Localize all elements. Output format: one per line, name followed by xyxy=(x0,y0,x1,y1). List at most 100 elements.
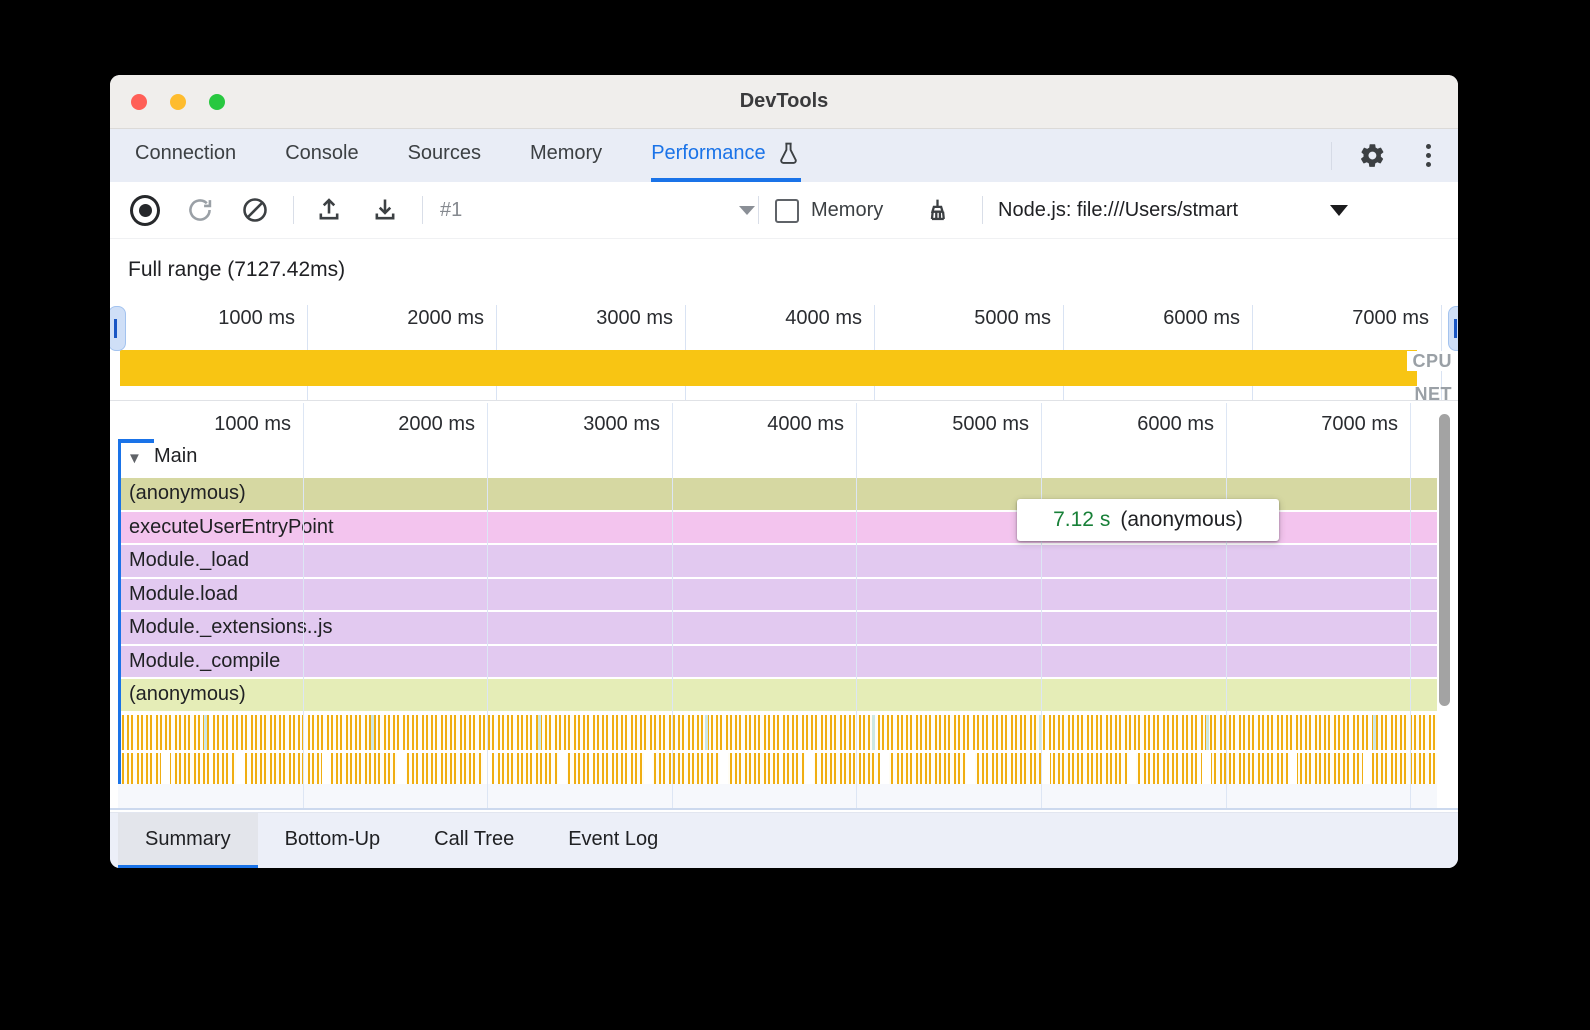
toolbar-divider xyxy=(293,196,294,224)
tab-label: Sources xyxy=(407,142,481,164)
history-dropdown[interactable]: #1 xyxy=(440,195,755,225)
main-track-header[interactable]: ▼ Main xyxy=(118,439,418,478)
tab-connection[interactable]: Connection xyxy=(135,129,236,182)
track-selected-border xyxy=(118,439,121,784)
reload-icon xyxy=(189,199,212,221)
flame-row-label: Module._load xyxy=(129,549,250,571)
tab-console[interactable]: Console xyxy=(285,129,358,182)
tab-sources[interactable]: Sources xyxy=(408,129,481,182)
ruler-tick-label: 5000 ms xyxy=(974,307,1051,329)
flame-row-module-load[interactable]: Module.load xyxy=(118,578,1437,612)
memory-checkbox[interactable] xyxy=(775,199,799,223)
window-titlebar: DevTools xyxy=(110,75,1458,129)
zoom-window-button[interactable] xyxy=(209,94,225,110)
settings-button[interactable] xyxy=(1356,140,1388,172)
flame-chart-bottom-border xyxy=(110,808,1458,810)
load-profile-button[interactable] xyxy=(314,195,344,225)
ruler-tick-label: 5000 ms xyxy=(952,413,1029,435)
ruler-gridline xyxy=(1410,403,1411,808)
target-selected-value: Node.js: file:///Users/stmart xyxy=(998,198,1239,221)
flask-icon xyxy=(779,142,797,164)
ruler-gridline xyxy=(672,403,673,808)
vertical-scrollbar[interactable] xyxy=(1439,414,1450,706)
ruler-gridline xyxy=(487,403,488,808)
flame-row-label: (anonymous) xyxy=(129,482,246,504)
ruler-gridline xyxy=(303,403,304,808)
collect-garbage-button[interactable] xyxy=(922,195,952,225)
event-tooltip: 7.12 s (anonymous) xyxy=(1017,499,1279,541)
flame-row--anonymous-[interactable]: (anonymous) xyxy=(118,679,1437,713)
bottom-tab-label: Event Log xyxy=(568,827,659,850)
bottom-tab-bottom-up[interactable]: Bottom-Up xyxy=(258,813,408,868)
overview-bottom-border xyxy=(110,400,1458,401)
cpu-lane-label: CPU xyxy=(1407,351,1452,371)
bottom-tab-label: Summary xyxy=(145,827,231,850)
target-selector-dropdown[interactable]: Node.js: file:///Users/stmart xyxy=(998,195,1348,225)
ruler-gridline xyxy=(856,403,857,808)
record-button[interactable] xyxy=(130,194,160,226)
close-window-button[interactable] xyxy=(131,94,147,110)
bottom-tab-label: Bottom-Up xyxy=(284,827,381,850)
chevron-down-icon xyxy=(739,205,755,215)
range-handle-left[interactable] xyxy=(110,306,126,351)
net-lane-label: NET xyxy=(1414,384,1452,404)
ruler-tick-label: 4000 ms xyxy=(767,413,844,435)
flame-row-label: (anonymous) xyxy=(129,683,246,705)
record-icon xyxy=(130,194,160,226)
ruler-tick-label: 2000 ms xyxy=(398,413,475,435)
ruler-tick-label: 2000 ms xyxy=(407,307,484,329)
tab-memory[interactable]: Memory xyxy=(530,129,602,182)
ruler-gridline xyxy=(1041,403,1042,808)
ruler-tick-label: 6000 ms xyxy=(1163,307,1240,329)
minimize-window-button[interactable] xyxy=(170,94,186,110)
flame-row-module-load[interactable]: Module._load xyxy=(118,545,1437,579)
block-icon xyxy=(243,198,267,222)
range-handle-right[interactable] xyxy=(1448,306,1458,351)
ruler-tick-label: 3000 ms xyxy=(596,307,673,329)
full-range-label: Full range (7127.42ms) xyxy=(128,258,346,281)
gear-icon xyxy=(1360,144,1383,167)
toolbar-divider xyxy=(422,196,423,224)
more-options-button[interactable] xyxy=(1412,140,1444,172)
collapse-triangle-icon[interactable]: ▼ xyxy=(127,450,142,467)
bottom-tab-summary[interactable]: Summary xyxy=(118,813,258,868)
save-profile-button[interactable] xyxy=(370,195,400,225)
ruler-tick-label: 7000 ms xyxy=(1352,307,1429,329)
bottom-tab-call-tree[interactable]: Call Tree xyxy=(407,813,541,868)
ruler-tick-label: 4000 ms xyxy=(785,307,862,329)
flame-row-label: Module.load xyxy=(129,582,238,605)
tab-label: Performance xyxy=(651,142,766,164)
main-track-label: Main xyxy=(154,445,198,467)
ruler-tick-label: 3000 ms xyxy=(583,413,660,435)
flame-row-module-extensions-js[interactable]: Module._extensions..js xyxy=(118,612,1437,646)
reload-and-record-button[interactable] xyxy=(185,195,215,225)
tab-label: Memory xyxy=(529,142,603,164)
tab-label: Connection xyxy=(135,142,237,164)
traffic-lights xyxy=(131,94,225,110)
toolbar-divider xyxy=(758,196,759,224)
details-tab-bar: Summary Bottom-Up Call Tree Event Log xyxy=(110,812,1458,868)
flame-activity-band[interactable] xyxy=(118,753,1437,784)
three-dot-menu-icon xyxy=(1425,144,1431,167)
cpu-activity-bar xyxy=(120,350,1417,386)
ruler-tick-label: 1000 ms xyxy=(218,307,295,329)
flame-activity-band[interactable] xyxy=(118,715,1437,750)
ruler-tick-label: 6000 ms xyxy=(1137,413,1214,435)
tooltip-duration: 7.12 s xyxy=(1053,508,1111,531)
tabbar-divider xyxy=(1331,141,1332,170)
download-icon xyxy=(375,199,395,220)
broom-icon xyxy=(930,199,945,220)
flame-empty-area xyxy=(118,784,1437,808)
performance-toolbar: #1 Memory Node.js: file:///Users/stmart xyxy=(110,182,1458,239)
track-selection-tick xyxy=(118,439,154,443)
tooltip-event-name: (anonymous) xyxy=(1120,508,1243,531)
upload-icon xyxy=(319,198,339,220)
flame-row-label: executeUserEntryPoint xyxy=(129,515,334,538)
flame-row-module-compile[interactable]: Module._compile xyxy=(118,645,1437,679)
bottom-tab-event-log[interactable]: Event Log xyxy=(541,813,685,868)
devtools-window: DevTools Connection Console Sources Memory P… xyxy=(110,75,1458,868)
clear-recording-button[interactable] xyxy=(240,195,270,225)
bottom-tab-label: Call Tree xyxy=(434,827,515,850)
tab-performance[interactable]: Performance xyxy=(651,129,801,182)
